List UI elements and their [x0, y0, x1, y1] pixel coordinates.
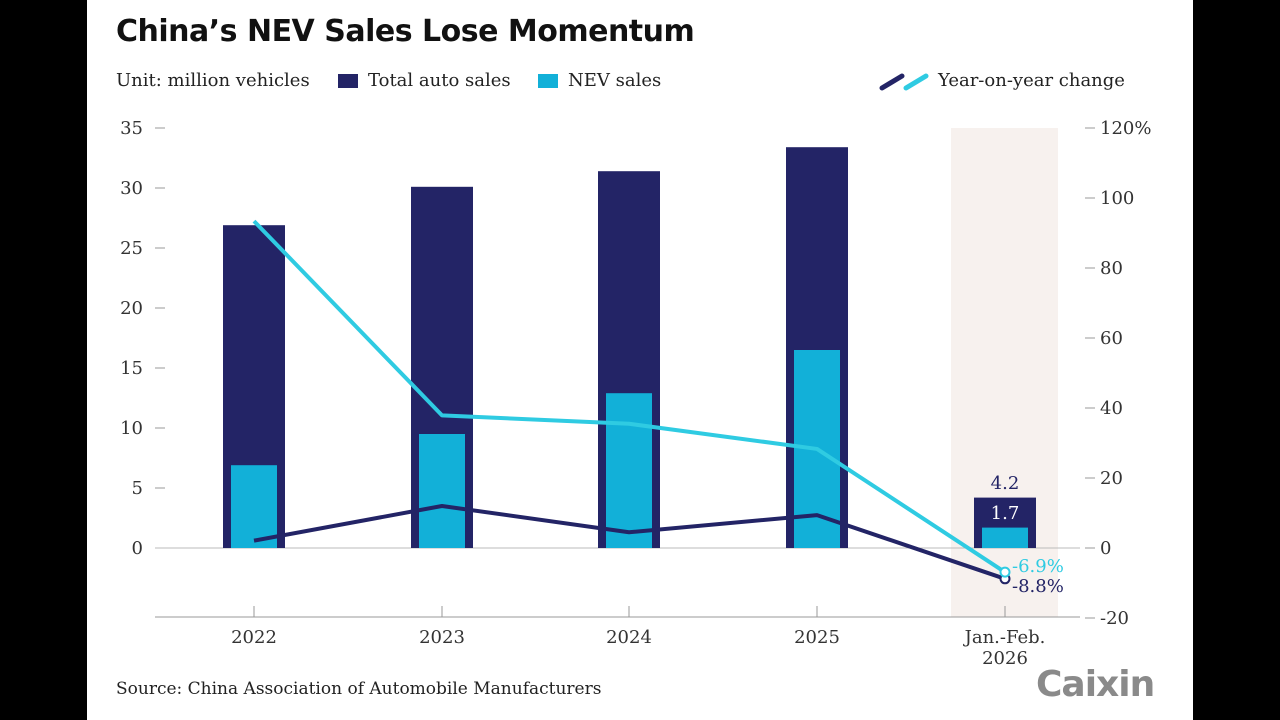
- line-yoy-total: [253, 504, 1006, 581]
- bar-nev-2024: [606, 393, 652, 548]
- legend-total-label: Total auto sales: [368, 70, 511, 91]
- left-tick-label: 30: [120, 178, 143, 199]
- right-tick-label: 120%: [1100, 118, 1151, 139]
- x-tick-label: 2023: [419, 627, 465, 648]
- bar-nev-2022: [231, 465, 277, 548]
- right-tick-label: 60: [1100, 328, 1123, 349]
- left-tick-label: 10: [120, 418, 143, 439]
- label-total-yoy-last: -8.8%: [1012, 576, 1064, 597]
- line-yoy-nev-end-marker: [999, 566, 1011, 578]
- x-tick-label: 2022: [231, 627, 277, 648]
- left-tick-label: 15: [120, 358, 143, 379]
- legend-yoy: Year-on-year change: [878, 70, 1125, 91]
- legend-swatch-nev: [538, 73, 558, 88]
- label-total-last: 4.2: [991, 473, 1020, 494]
- x-tick-label: 2024: [606, 627, 652, 648]
- left-tick-label: 5: [132, 478, 143, 499]
- right-tick-label: 80: [1100, 258, 1123, 279]
- bar-nev-Jan.-Feb. 2026: [982, 527, 1028, 548]
- legend-yoy-swatch-icon: [879, 73, 929, 90]
- legend-total: Total auto sales: [338, 70, 511, 91]
- label-nev-last: 1.7: [991, 503, 1020, 524]
- x-tick-label: 2026: [982, 648, 1028, 669]
- legend-nev: NEV sales: [538, 70, 661, 91]
- right-tick-label: 0: [1100, 538, 1111, 559]
- right-tick-label: -20: [1100, 608, 1129, 629]
- right-tick-label: 20: [1100, 468, 1123, 489]
- right-tick-label: 100: [1100, 188, 1134, 209]
- legend-yoy-label: Year-on-year change: [938, 70, 1125, 91]
- chart-title: China’s NEV Sales Lose Momentum: [116, 14, 695, 49]
- x-tick-label: 2025: [794, 627, 840, 648]
- unit-label: Unit: million vehicles: [116, 70, 310, 91]
- right-tick-label: 40: [1100, 398, 1123, 419]
- caixin-logo: Caixin: [1036, 664, 1155, 705]
- bar-nev-2023: [419, 434, 465, 548]
- unit-text: Unit: million vehicles: [116, 70, 310, 91]
- legend-swatch-total: [338, 73, 358, 88]
- source-note: Source: China Association of Automobile …: [116, 679, 602, 699]
- left-tick-label: 0: [132, 538, 143, 559]
- x-tick-label: Jan.-Feb.: [963, 627, 1046, 648]
- legend-nev-label: NEV sales: [568, 70, 662, 91]
- label-nev-yoy-last: -6.9%: [1012, 556, 1064, 577]
- left-tick-label: 20: [120, 298, 143, 319]
- left-tick-label: 25: [120, 238, 143, 259]
- line-yoy-nev: [252, 219, 1007, 574]
- left-tick-label: 35: [120, 118, 143, 139]
